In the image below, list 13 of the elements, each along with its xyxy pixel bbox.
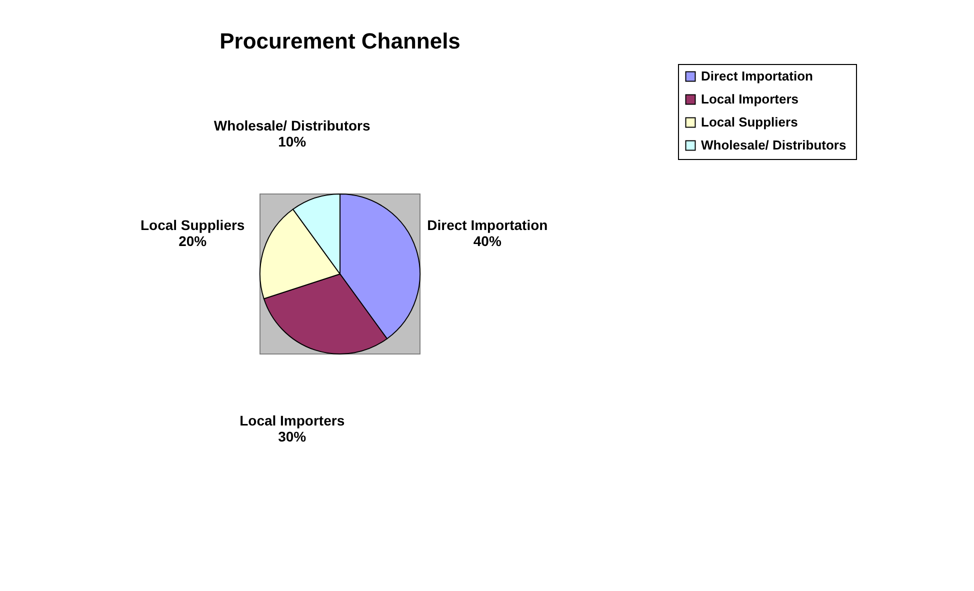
legend-label: Local Importers [701,92,799,106]
legend-label: Direct Importation [701,68,814,84]
slice-label: Local Suppliers [140,217,245,234]
legend-label: Local Suppliers [701,114,798,130]
chart-title: Procurement Channels [220,28,460,54]
data-label: 20% [178,233,208,250]
slice-label: Local Importers [240,412,345,428]
data-label: 10% [278,134,307,150]
legend-label: Wholesale/ Distributors [701,138,846,152]
data-label: 30% [278,428,307,444]
slice-label: Direct Importation [427,217,548,234]
data-label: 40% [473,233,502,250]
slice-label: Wholesale/ Distributors [214,118,370,134]
